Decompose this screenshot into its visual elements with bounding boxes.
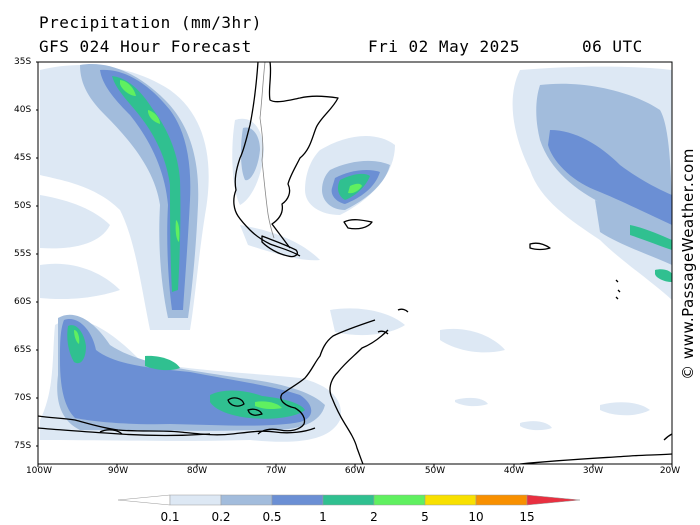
- legend-label: 0.2: [211, 510, 231, 524]
- lon-label: 40W: [503, 466, 525, 476]
- axis-ticks: [36, 61, 673, 467]
- lat-label: 55S: [14, 249, 32, 259]
- lon-label: 70W: [265, 466, 287, 476]
- lon-label: 30W: [582, 466, 604, 476]
- legend-label: 10: [468, 510, 484, 524]
- forecast-label: GFS 024 Hour Forecast: [39, 37, 252, 56]
- lon-label: 100W: [25, 466, 53, 476]
- map-title: Precipitation (mm/3hr): [39, 13, 262, 32]
- colorbar-low-arrow: [117, 494, 171, 506]
- lon-label: 20W: [659, 466, 681, 476]
- lat-label: 70S: [14, 393, 32, 403]
- lon-label: 90W: [107, 466, 129, 476]
- legend-label: 0.1: [160, 510, 180, 524]
- precipitation-colorbar: [117, 494, 581, 506]
- forecast-time: 06 UTC: [582, 37, 643, 56]
- lat-label: 35S: [14, 57, 32, 67]
- forecast-date: Fri 02 May 2025: [368, 37, 520, 56]
- lat-label: 50S: [14, 201, 32, 211]
- precipitation-field: [38, 62, 672, 464]
- legend-label: 2: [370, 510, 378, 524]
- legend-label: 0.5: [262, 510, 282, 524]
- legend-label: 15: [519, 510, 535, 524]
- lon-label: 80W: [186, 466, 208, 476]
- lat-label: 40S: [14, 105, 32, 115]
- lon-label: 50W: [424, 466, 446, 476]
- copyright-credit: © www.PassageWeather.com: [679, 148, 697, 380]
- lat-label: 60S: [14, 297, 32, 307]
- coastlines: [38, 62, 672, 464]
- legend-label: 1: [319, 510, 327, 524]
- lat-label: 45S: [14, 153, 32, 163]
- lat-label: 75S: [14, 441, 32, 451]
- lon-label: 60W: [344, 466, 366, 476]
- colorbar-high-arrow: [526, 494, 581, 506]
- legend-label: 5: [421, 510, 429, 524]
- lat-label: 65S: [14, 345, 32, 355]
